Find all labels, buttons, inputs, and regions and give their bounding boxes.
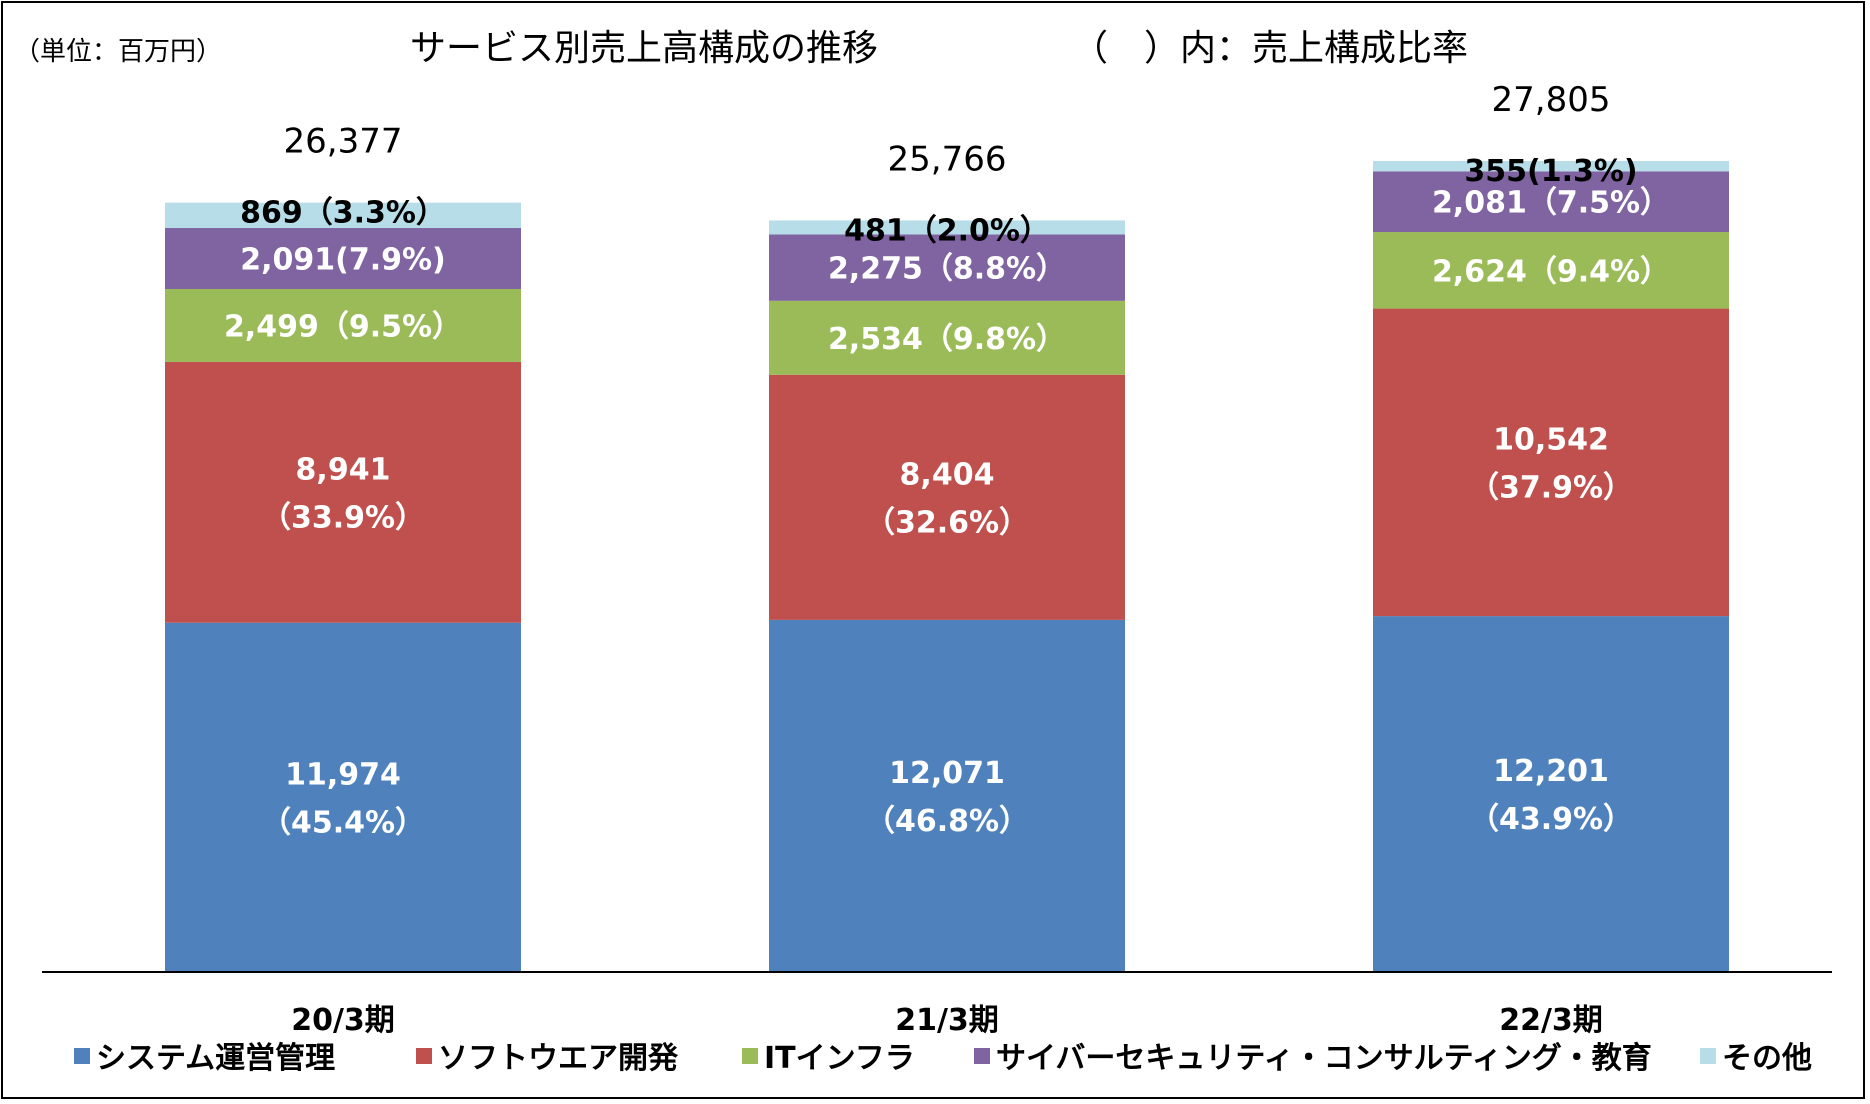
bar-data-label: 12,071 — [889, 756, 1005, 791]
bar-data-label: 8,941 — [296, 452, 391, 487]
bar-data-label: 10,542 — [1493, 422, 1609, 457]
bar-data-label: 481（2.0%） — [844, 213, 1050, 248]
bar-data-label: 2,091(7.9%) — [240, 243, 446, 278]
legend: システム運営管理 ソフトウエア開発 ITインフラ サイバーセキュリティ・コンサルティン… — [74, 1041, 1812, 1076]
bar-segment — [769, 619, 1125, 972]
bar-segment — [769, 374, 1125, 620]
bar-data-label: 2,534（9.8%） — [828, 322, 1066, 357]
bar-segment — [1373, 616, 1729, 972]
bar-total-label: 27,805 — [1492, 80, 1611, 120]
legend-label: その他 — [1722, 1041, 1812, 1076]
bar-segment — [165, 622, 521, 972]
legend-swatch — [416, 1048, 432, 1064]
bar-data-label: （37.9%） — [1469, 470, 1633, 505]
legend-swatch — [1700, 1048, 1716, 1064]
chart-subtitle: （ ）内：売上構成比率 — [1072, 28, 1468, 69]
bar-segment — [769, 220, 1125, 235]
bar-data-label: 12,201 — [1493, 754, 1609, 789]
legend-swatch — [974, 1048, 990, 1064]
bar-segment — [1373, 308, 1729, 617]
bar-data-label: （43.9%） — [1469, 802, 1633, 837]
unit-note: （単位：百万円） — [14, 37, 222, 67]
bar-total-label: 25,766 — [888, 139, 1007, 179]
legend-swatch — [74, 1048, 90, 1064]
legend-label: ITインフラ — [764, 1041, 915, 1076]
x-tick-label: 20/3期 — [291, 1003, 395, 1038]
bar-segment — [165, 202, 521, 229]
bar-segment — [165, 361, 521, 623]
x-tick-label: 22/3期 — [1499, 1003, 1603, 1038]
legend-label: サイバーセキュリティ・コンサルティング・教育 — [996, 1041, 1652, 1076]
bar-data-label: 2,499（9.5%） — [224, 309, 462, 344]
bar-data-label: 2,275（8.8%） — [828, 252, 1066, 287]
category-labels: 20/3期 21/3期 22/3期 — [291, 1003, 1603, 1038]
chart-title: サービス別売上高構成の推移 — [410, 28, 878, 69]
bar-data-label: （45.4%） — [261, 805, 425, 840]
bar-data-label: （33.9%） — [261, 500, 425, 535]
bar-total-label: 26,377 — [284, 122, 403, 162]
bar-data-label: （32.6%） — [865, 505, 1029, 540]
bar-data-label: 8,404 — [900, 457, 995, 492]
legend-label: ソフトウエア開発 — [438, 1041, 679, 1076]
bars-group: 11,974 （45.4%） 8,941 （33.9%） 2,499（9.5%） 2,09… — [165, 80, 1729, 972]
bar-segment — [165, 228, 521, 290]
bar-segment — [769, 300, 1125, 375]
bar-data-label: 11,974 — [285, 757, 401, 792]
bar-segment — [769, 234, 1125, 301]
bar-data-label: 355(1.3%) — [1464, 154, 1637, 189]
bar-data-label: 869（3.3%） — [240, 196, 446, 231]
bar-segment — [1373, 160, 1729, 172]
bar-data-label: 2,624（9.4%） — [1432, 254, 1670, 289]
bar-segment — [1373, 171, 1729, 233]
bar-data-label: 2,081（7.5%） — [1432, 186, 1670, 221]
bar-segment — [1373, 232, 1729, 309]
x-tick-label: 21/3期 — [895, 1003, 999, 1038]
bar-segment — [165, 289, 521, 362]
bar-data-label: （46.8%） — [865, 804, 1029, 839]
legend-swatch — [742, 1048, 758, 1064]
legend-label: システム運営管理 — [96, 1041, 335, 1076]
